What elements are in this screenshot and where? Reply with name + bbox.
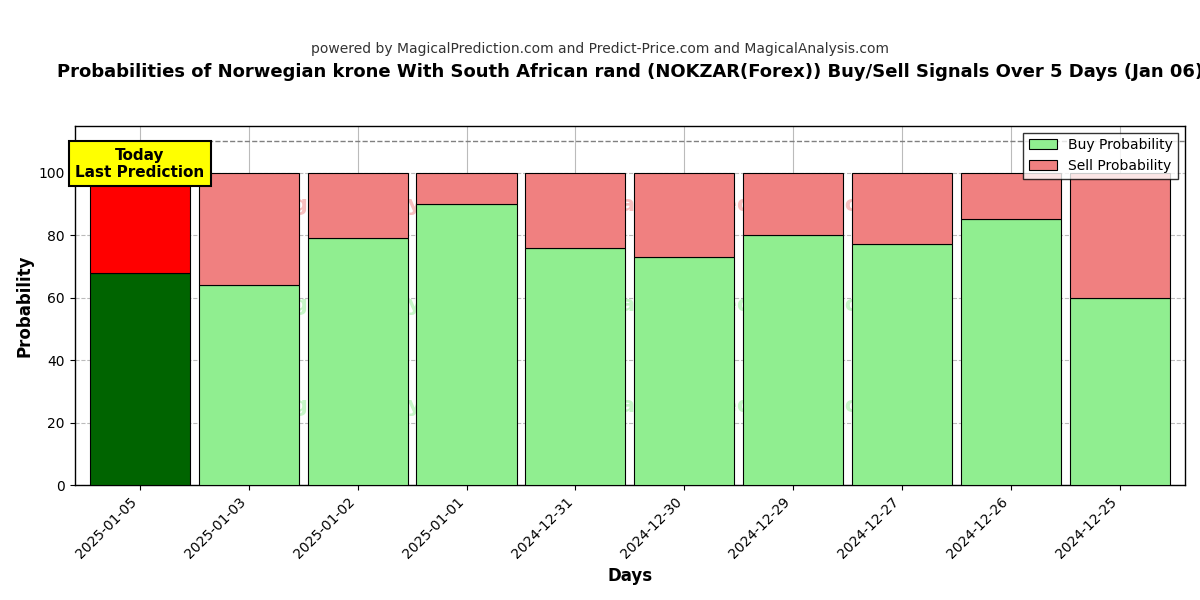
Title: Probabilities of Norwegian krone With South African rand (NOKZAR(Forex)) Buy/Sel: Probabilities of Norwegian krone With So… bbox=[56, 63, 1200, 81]
Bar bbox=[307, 238, 408, 485]
Bar bbox=[199, 285, 299, 485]
Text: MagicalAnalysis.com: MagicalAnalysis.com bbox=[254, 295, 516, 316]
Text: MagicalAnalysis.com: MagicalAnalysis.com bbox=[254, 195, 516, 215]
Text: powered by MagicalPrediction.com and Predict-Price.com and MagicalAnalysis.com: powered by MagicalPrediction.com and Pre… bbox=[311, 42, 889, 56]
Bar bbox=[961, 220, 1061, 485]
Y-axis label: Probability: Probability bbox=[16, 254, 34, 356]
Bar bbox=[90, 173, 190, 272]
X-axis label: Days: Days bbox=[607, 567, 653, 585]
Bar bbox=[416, 173, 517, 204]
Bar bbox=[852, 244, 952, 485]
Bar bbox=[526, 248, 625, 485]
Bar bbox=[634, 257, 734, 485]
Bar bbox=[526, 173, 625, 248]
Text: MagicalPrediction.com: MagicalPrediction.com bbox=[598, 295, 883, 316]
Bar bbox=[634, 173, 734, 257]
Bar bbox=[961, 173, 1061, 220]
Bar bbox=[852, 173, 952, 244]
Text: Today
Last Prediction: Today Last Prediction bbox=[76, 148, 204, 180]
Bar bbox=[90, 272, 190, 485]
Bar bbox=[743, 173, 844, 235]
Bar bbox=[743, 235, 844, 485]
Legend: Buy Probability, Sell Probability: Buy Probability, Sell Probability bbox=[1024, 133, 1178, 179]
Bar bbox=[1069, 298, 1170, 485]
Text: MagicalPrediction.com: MagicalPrediction.com bbox=[598, 396, 883, 416]
Text: MagicalPrediction.com: MagicalPrediction.com bbox=[598, 195, 883, 215]
Bar bbox=[1069, 173, 1170, 298]
Bar bbox=[307, 173, 408, 238]
Bar bbox=[199, 173, 299, 285]
Text: MagicalAnalysis.com: MagicalAnalysis.com bbox=[254, 396, 516, 416]
Bar bbox=[416, 204, 517, 485]
